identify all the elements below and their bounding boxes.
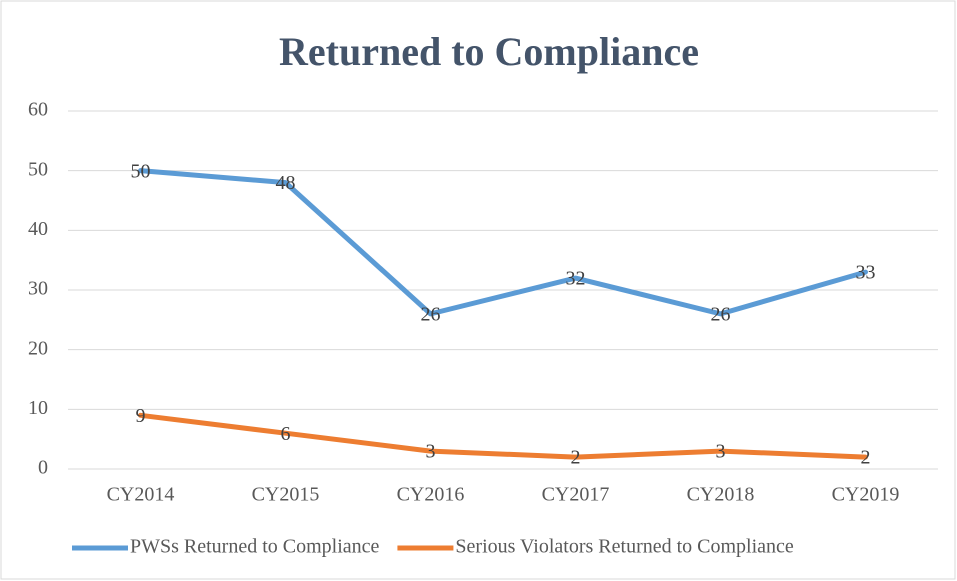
- x-tick-label: CY2015: [252, 484, 320, 506]
- series-line: [138, 168, 868, 317]
- legend-label: PWSs Returned to Compliance: [130, 536, 380, 558]
- data-label: 33: [856, 262, 876, 284]
- data-label: 50: [131, 160, 151, 182]
- x-tick-label: CY2019: [832, 484, 900, 506]
- data-label: 32: [566, 268, 586, 290]
- x-tick-label: CY2016: [397, 484, 465, 506]
- data-label: 48: [276, 172, 296, 194]
- y-tick-label: 10: [28, 397, 48, 419]
- x-tick-label: CY2017: [542, 484, 610, 506]
- y-tick-label: 40: [28, 218, 48, 240]
- data-label: 26: [421, 303, 441, 325]
- data-label: 2: [861, 447, 871, 469]
- x-tick-label: CY2018: [687, 484, 755, 506]
- data-label: 3: [426, 441, 436, 463]
- y-tick-label: 60: [28, 99, 48, 121]
- data-label: 26: [711, 303, 731, 325]
- data-label: 3: [716, 441, 726, 463]
- data-label: 2: [571, 447, 581, 469]
- y-tick-label: 0: [38, 457, 48, 479]
- y-tick-label: 30: [28, 278, 48, 300]
- y-tick-label: 20: [28, 337, 48, 359]
- data-label: 6: [281, 423, 291, 445]
- series-line: [138, 412, 868, 460]
- legend-label: Serious Violators Returned to Compliance: [455, 536, 794, 558]
- x-tick-label: CY2014: [107, 484, 175, 506]
- y-tick-label: 50: [28, 158, 48, 180]
- chart-title: Returned to Compliance: [279, 29, 699, 74]
- data-label: 9: [136, 405, 146, 427]
